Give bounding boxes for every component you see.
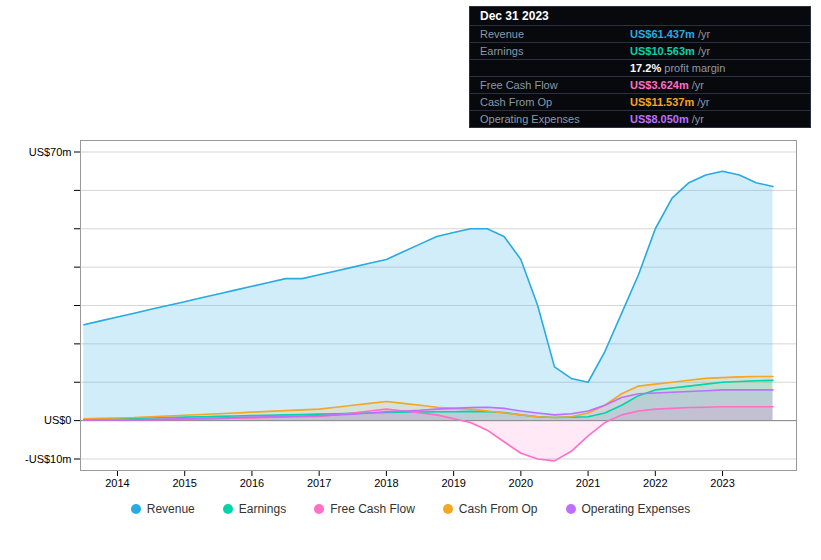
svg-text:2018: 2018: [374, 477, 398, 489]
html-text:Revenue: Revenue: [146, 502, 195, 516]
html-text:Earnings: Earnings: [238, 502, 287, 516]
svg-text:US$0: US$0: [44, 414, 72, 426]
svg-text:2017: 2017: [307, 477, 331, 489]
html-text:Cash From Op: Cash From Op: [480, 96, 553, 108]
html-text:US$3.624m /yr: US$3.624m /yr: [630, 79, 704, 91]
svg-text:2019: 2019: [441, 477, 465, 489]
html-text:Earnings: Earnings: [480, 45, 524, 57]
svg-text:-US$10m: -US$10m: [25, 453, 71, 465]
html-text:Cash From Op: Cash From Op: [458, 502, 538, 516]
svg-text:2022: 2022: [643, 477, 667, 489]
html-text:Operating Expenses: Operating Expenses: [581, 502, 691, 516]
svg-text:2015: 2015: [172, 477, 196, 489]
html-text:Free Cash Flow: Free Cash Flow: [330, 502, 415, 516]
html-text:17.2% profit margin: 17.2% profit margin: [630, 62, 726, 74]
html-text:US$8.050m /yr: US$8.050m /yr: [630, 113, 704, 125]
svg-text:2020: 2020: [509, 477, 533, 489]
html-text:US$61.437m /yr: US$61.437m /yr: [630, 28, 711, 40]
svg-text:2023: 2023: [710, 477, 734, 489]
html-text:US$11.537m /yr: US$11.537m /yr: [630, 96, 710, 108]
svg-text:2021: 2021: [576, 477, 600, 489]
svg-text:US$70m: US$70m: [29, 146, 72, 158]
html-text:Dec 31 2023: Dec 31 2023: [480, 9, 549, 23]
html-text:Free Cash Flow: Free Cash Flow: [480, 79, 558, 91]
html-text:Revenue: Revenue: [480, 28, 524, 40]
svg-text:2016: 2016: [240, 477, 264, 489]
svg-text:2014: 2014: [105, 477, 129, 489]
html-text:Operating Expenses: Operating Expenses: [480, 113, 580, 125]
html-text:US$10.563m /yr: US$10.563m /yr: [630, 45, 711, 57]
